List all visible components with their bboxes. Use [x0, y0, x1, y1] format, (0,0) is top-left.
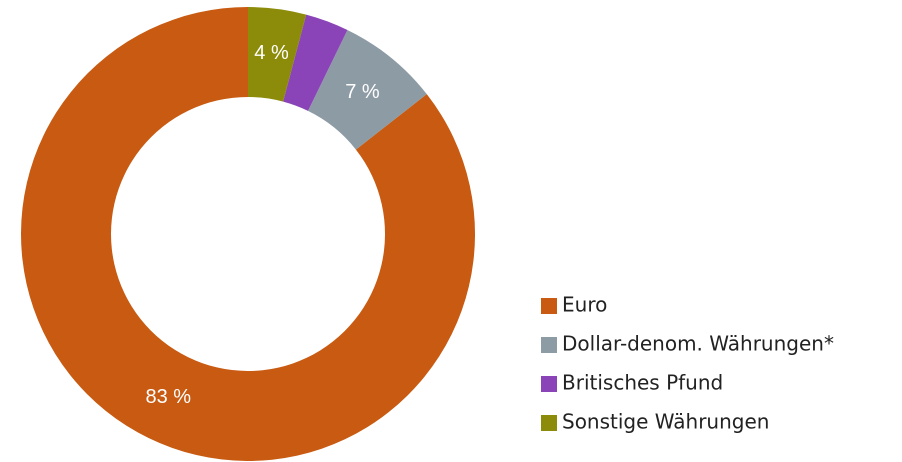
legend-swatch: [541, 376, 557, 392]
legend-label: Euro: [562, 293, 607, 317]
donut-slice: [20, 7, 476, 462]
legend-label: Sonstige Währungen: [562, 410, 769, 434]
legend-label: Dollar-denom. Währungen*: [562, 332, 834, 356]
donut-slice: [308, 29, 427, 150]
value-label: 4 %: [254, 42, 289, 64]
legend-swatch: [541, 298, 557, 314]
value-label: 83 %: [145, 386, 191, 408]
donut-slice: [248, 7, 307, 102]
legend-swatch: [541, 337, 557, 353]
legend-label: Britisches Pfund: [562, 371, 723, 395]
donut-slice: [283, 14, 348, 111]
value-label: 7 %: [345, 81, 380, 103]
legend-swatch: [541, 415, 557, 431]
